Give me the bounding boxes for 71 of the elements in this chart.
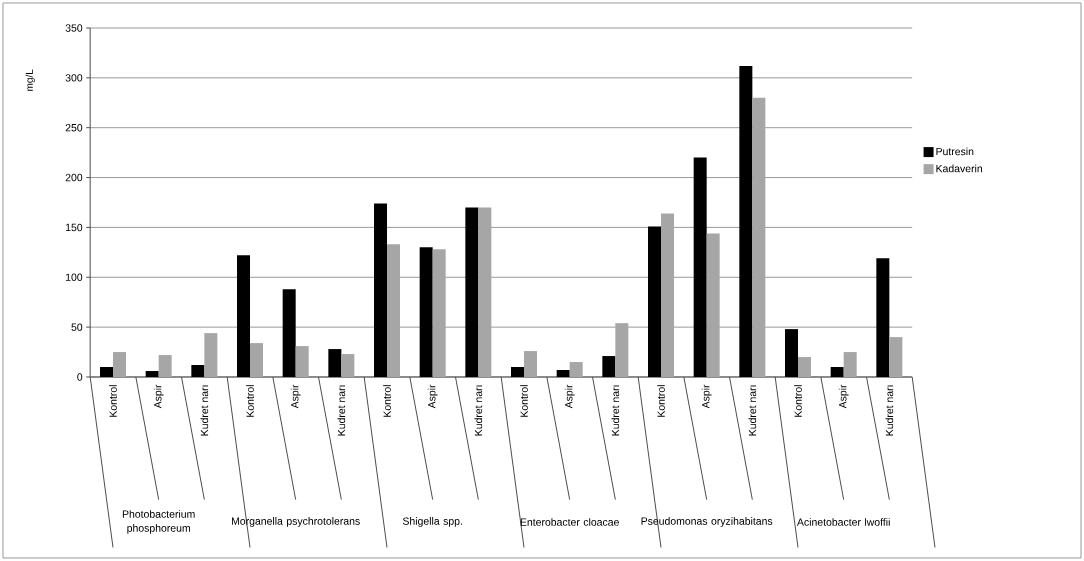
y-tick-label: 0	[77, 373, 83, 381]
x-tick-label: Kudret narı	[337, 385, 346, 436]
bar	[158, 355, 172, 377]
y-tick-label: 100	[66, 273, 83, 281]
x-tick-label: Aspir	[153, 384, 164, 409]
bar	[250, 343, 264, 377]
text: Shigella spp.	[402, 517, 462, 527]
x-tick-label: Aspir	[838, 384, 849, 409]
bar	[752, 97, 766, 377]
bar	[785, 329, 799, 377]
x-tick-label: Aspir	[427, 384, 438, 409]
bar	[478, 207, 492, 377]
bar	[615, 323, 629, 377]
bar	[798, 357, 812, 377]
text: Enterobacter cloacae	[520, 518, 619, 526]
x-tick-label: Kudret narı	[200, 385, 209, 436]
bar	[465, 207, 479, 377]
bar	[876, 258, 890, 377]
y-tick-label: 300	[65, 74, 83, 82]
y-tick-label: 200	[65, 173, 83, 182]
x-tick-label: Kontrol	[657, 385, 665, 417]
x-tick-label: Kontrol	[794, 385, 802, 417]
legend-label: Putresin	[936, 147, 974, 156]
x-tick-label: Kontrol	[520, 385, 528, 417]
bar	[387, 244, 401, 377]
bar	[282, 289, 296, 377]
x-tick-label: Kontrol	[246, 385, 254, 417]
bar	[648, 226, 662, 377]
bar	[204, 333, 218, 377]
bar	[113, 352, 127, 377]
x-tick-label: Kudret narı	[474, 385, 483, 436]
bar	[328, 349, 342, 377]
text: Pseudomonas oryzihabitans	[641, 517, 773, 527]
y-tick-label: 150	[66, 223, 83, 232]
y-tick-label: 250	[65, 124, 83, 132]
y-tick-label: 50	[71, 323, 83, 331]
x-tick-label: Aspir	[564, 384, 575, 409]
bar	[569, 362, 583, 377]
text: Morganella psychrotolerans	[232, 517, 360, 527]
x-tick-label: Aspir	[290, 384, 301, 409]
bar	[693, 157, 707, 377]
bar	[100, 367, 114, 377]
bar	[341, 354, 355, 377]
bar	[145, 371, 159, 377]
legend-label: Kadaverin	[936, 164, 982, 173]
bar	[843, 352, 857, 377]
bar	[739, 65, 753, 377]
bar	[419, 247, 433, 377]
bar	[237, 255, 251, 377]
bar	[295, 346, 309, 377]
bar	[602, 356, 616, 377]
x-tick-label: Kudret narı	[748, 385, 757, 436]
bar	[830, 367, 844, 377]
x-tick-label: Kudret narı	[611, 385, 620, 436]
y-tick-label: 350	[65, 24, 83, 32]
bar	[374, 203, 388, 377]
bar	[556, 370, 570, 377]
x-tick-label: Kontrol	[109, 385, 117, 417]
bar	[889, 337, 903, 377]
text: Photobacterium phosphoreum	[122, 510, 195, 534]
x-tick-label: Aspir	[701, 384, 712, 409]
x-tick-label: Kontrol	[383, 385, 391, 417]
x-tick-label: Kudret narı	[885, 385, 894, 436]
bar	[661, 213, 675, 377]
bar	[191, 365, 205, 377]
bar	[524, 351, 538, 377]
text: Acinetobacter lwoffii	[796, 518, 890, 526]
bar	[511, 367, 525, 377]
bar	[706, 233, 720, 377]
bar	[432, 249, 446, 377]
y-axis-title: mg/L	[25, 69, 35, 91]
